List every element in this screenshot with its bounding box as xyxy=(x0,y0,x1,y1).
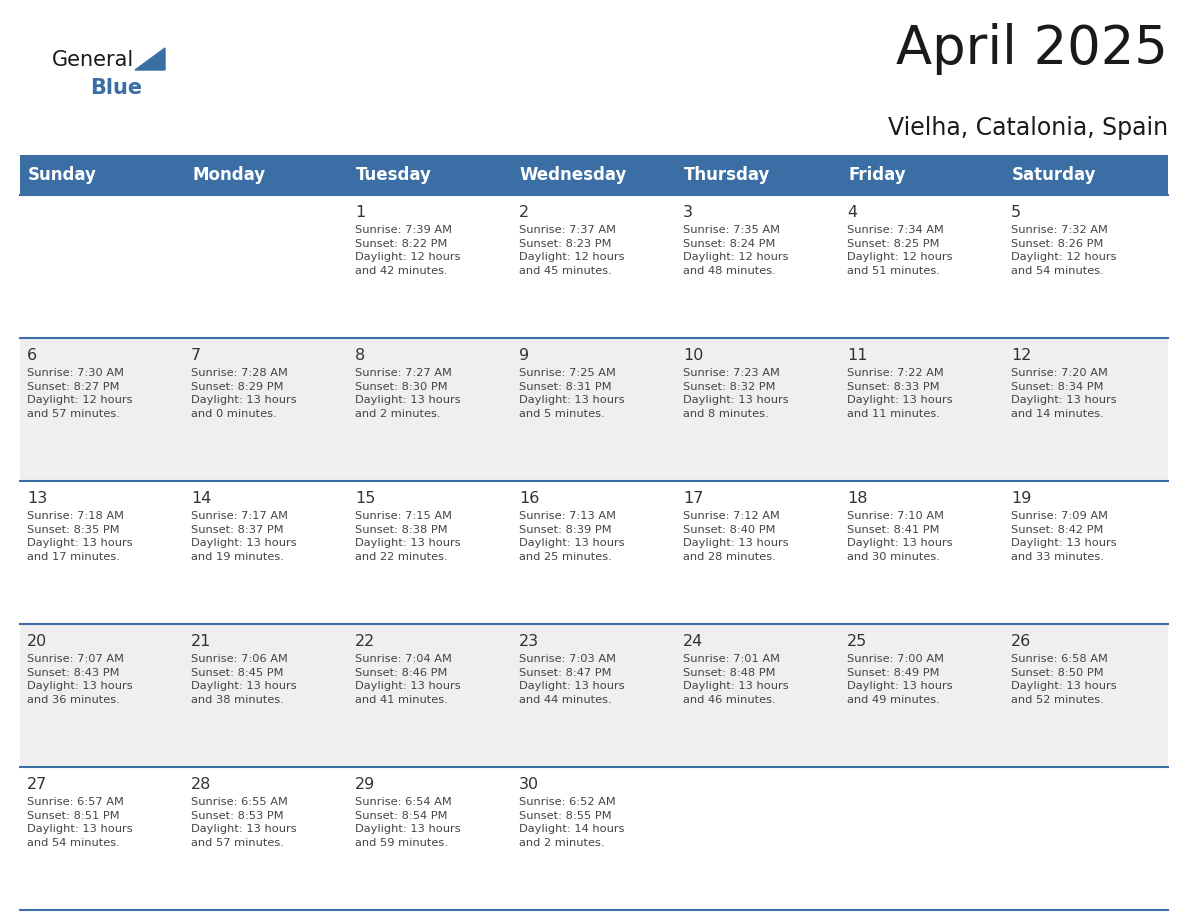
Bar xyxy=(20,767,1168,910)
Text: 6: 6 xyxy=(27,348,37,363)
Text: 7: 7 xyxy=(191,348,201,363)
Text: Sunrise: 7:39 AM
Sunset: 8:22 PM
Daylight: 12 hours
and 42 minutes.: Sunrise: 7:39 AM Sunset: 8:22 PM Dayligh… xyxy=(355,225,461,275)
Text: 22: 22 xyxy=(355,634,375,649)
Text: 30: 30 xyxy=(519,777,539,792)
Text: Sunrise: 7:00 AM
Sunset: 8:49 PM
Daylight: 13 hours
and 49 minutes.: Sunrise: 7:00 AM Sunset: 8:49 PM Dayligh… xyxy=(847,654,953,705)
Text: Sunrise: 6:58 AM
Sunset: 8:50 PM
Daylight: 13 hours
and 52 minutes.: Sunrise: 6:58 AM Sunset: 8:50 PM Dayligh… xyxy=(1011,654,1117,705)
Text: 1: 1 xyxy=(355,205,365,220)
Text: Sunrise: 7:20 AM
Sunset: 8:34 PM
Daylight: 13 hours
and 14 minutes.: Sunrise: 7:20 AM Sunset: 8:34 PM Dayligh… xyxy=(1011,368,1117,419)
Text: Sunrise: 6:55 AM
Sunset: 8:53 PM
Daylight: 13 hours
and 57 minutes.: Sunrise: 6:55 AM Sunset: 8:53 PM Dayligh… xyxy=(191,797,297,848)
Text: Sunrise: 7:09 AM
Sunset: 8:42 PM
Daylight: 13 hours
and 33 minutes.: Sunrise: 7:09 AM Sunset: 8:42 PM Dayligh… xyxy=(1011,511,1117,562)
Bar xyxy=(20,155,1168,195)
Text: Sunrise: 6:54 AM
Sunset: 8:54 PM
Daylight: 13 hours
and 59 minutes.: Sunrise: 6:54 AM Sunset: 8:54 PM Dayligh… xyxy=(355,797,461,848)
Text: 8: 8 xyxy=(355,348,365,363)
Text: Sunday: Sunday xyxy=(29,166,97,184)
Text: 29: 29 xyxy=(355,777,375,792)
Text: Sunrise: 7:22 AM
Sunset: 8:33 PM
Daylight: 13 hours
and 11 minutes.: Sunrise: 7:22 AM Sunset: 8:33 PM Dayligh… xyxy=(847,368,953,419)
Text: Sunrise: 7:25 AM
Sunset: 8:31 PM
Daylight: 13 hours
and 5 minutes.: Sunrise: 7:25 AM Sunset: 8:31 PM Dayligh… xyxy=(519,368,625,419)
Text: Blue: Blue xyxy=(90,78,143,98)
Bar xyxy=(20,481,1168,624)
Text: Saturday: Saturday xyxy=(1012,166,1097,184)
Text: 9: 9 xyxy=(519,348,529,363)
Text: Sunrise: 7:34 AM
Sunset: 8:25 PM
Daylight: 12 hours
and 51 minutes.: Sunrise: 7:34 AM Sunset: 8:25 PM Dayligh… xyxy=(847,225,953,275)
Text: 25: 25 xyxy=(847,634,867,649)
Text: Sunrise: 7:27 AM
Sunset: 8:30 PM
Daylight: 13 hours
and 2 minutes.: Sunrise: 7:27 AM Sunset: 8:30 PM Dayligh… xyxy=(355,368,461,419)
Text: Sunrise: 7:03 AM
Sunset: 8:47 PM
Daylight: 13 hours
and 44 minutes.: Sunrise: 7:03 AM Sunset: 8:47 PM Dayligh… xyxy=(519,654,625,705)
Text: 13: 13 xyxy=(27,491,48,506)
Text: Friday: Friday xyxy=(848,166,905,184)
Text: Sunrise: 7:32 AM
Sunset: 8:26 PM
Daylight: 12 hours
and 54 minutes.: Sunrise: 7:32 AM Sunset: 8:26 PM Dayligh… xyxy=(1011,225,1117,275)
Text: 16: 16 xyxy=(519,491,539,506)
Text: 19: 19 xyxy=(1011,491,1031,506)
Text: 10: 10 xyxy=(683,348,703,363)
Text: 28: 28 xyxy=(191,777,211,792)
Text: 14: 14 xyxy=(191,491,211,506)
Text: 17: 17 xyxy=(683,491,703,506)
Text: Sunrise: 7:35 AM
Sunset: 8:24 PM
Daylight: 12 hours
and 48 minutes.: Sunrise: 7:35 AM Sunset: 8:24 PM Dayligh… xyxy=(683,225,789,275)
Text: Sunrise: 7:17 AM
Sunset: 8:37 PM
Daylight: 13 hours
and 19 minutes.: Sunrise: 7:17 AM Sunset: 8:37 PM Dayligh… xyxy=(191,511,297,562)
Text: Sunrise: 7:06 AM
Sunset: 8:45 PM
Daylight: 13 hours
and 38 minutes.: Sunrise: 7:06 AM Sunset: 8:45 PM Dayligh… xyxy=(191,654,297,705)
Text: 20: 20 xyxy=(27,634,48,649)
Text: Sunrise: 7:18 AM
Sunset: 8:35 PM
Daylight: 13 hours
and 17 minutes.: Sunrise: 7:18 AM Sunset: 8:35 PM Dayligh… xyxy=(27,511,133,562)
Text: Wednesday: Wednesday xyxy=(520,166,627,184)
Text: Sunrise: 7:10 AM
Sunset: 8:41 PM
Daylight: 13 hours
and 30 minutes.: Sunrise: 7:10 AM Sunset: 8:41 PM Dayligh… xyxy=(847,511,953,562)
Text: 24: 24 xyxy=(683,634,703,649)
Text: 12: 12 xyxy=(1011,348,1031,363)
Text: April 2025: April 2025 xyxy=(896,23,1168,75)
Text: Sunrise: 7:07 AM
Sunset: 8:43 PM
Daylight: 13 hours
and 36 minutes.: Sunrise: 7:07 AM Sunset: 8:43 PM Dayligh… xyxy=(27,654,133,705)
Bar xyxy=(20,624,1168,767)
Text: 26: 26 xyxy=(1011,634,1031,649)
Text: 23: 23 xyxy=(519,634,539,649)
Text: 11: 11 xyxy=(847,348,867,363)
Text: Sunrise: 6:57 AM
Sunset: 8:51 PM
Daylight: 13 hours
and 54 minutes.: Sunrise: 6:57 AM Sunset: 8:51 PM Dayligh… xyxy=(27,797,133,848)
Text: Tuesday: Tuesday xyxy=(356,166,432,184)
Text: 5: 5 xyxy=(1011,205,1022,220)
Text: Sunrise: 7:28 AM
Sunset: 8:29 PM
Daylight: 13 hours
and 0 minutes.: Sunrise: 7:28 AM Sunset: 8:29 PM Dayligh… xyxy=(191,368,297,419)
Text: 4: 4 xyxy=(847,205,857,220)
Text: Sunrise: 7:15 AM
Sunset: 8:38 PM
Daylight: 13 hours
and 22 minutes.: Sunrise: 7:15 AM Sunset: 8:38 PM Dayligh… xyxy=(355,511,461,562)
Text: Sunrise: 7:30 AM
Sunset: 8:27 PM
Daylight: 12 hours
and 57 minutes.: Sunrise: 7:30 AM Sunset: 8:27 PM Dayligh… xyxy=(27,368,133,419)
Text: Vielha, Catalonia, Spain: Vielha, Catalonia, Spain xyxy=(887,116,1168,140)
Bar xyxy=(20,338,1168,481)
Text: General: General xyxy=(52,50,134,70)
Text: 3: 3 xyxy=(683,205,693,220)
Bar xyxy=(20,195,1168,338)
Text: 21: 21 xyxy=(191,634,211,649)
Text: Thursday: Thursday xyxy=(684,166,770,184)
Polygon shape xyxy=(135,48,165,70)
Text: 15: 15 xyxy=(355,491,375,506)
Text: Sunrise: 7:01 AM
Sunset: 8:48 PM
Daylight: 13 hours
and 46 minutes.: Sunrise: 7:01 AM Sunset: 8:48 PM Dayligh… xyxy=(683,654,789,705)
Text: Sunrise: 7:37 AM
Sunset: 8:23 PM
Daylight: 12 hours
and 45 minutes.: Sunrise: 7:37 AM Sunset: 8:23 PM Dayligh… xyxy=(519,225,625,275)
Text: 27: 27 xyxy=(27,777,48,792)
Text: Sunrise: 7:04 AM
Sunset: 8:46 PM
Daylight: 13 hours
and 41 minutes.: Sunrise: 7:04 AM Sunset: 8:46 PM Dayligh… xyxy=(355,654,461,705)
Text: Sunrise: 7:13 AM
Sunset: 8:39 PM
Daylight: 13 hours
and 25 minutes.: Sunrise: 7:13 AM Sunset: 8:39 PM Dayligh… xyxy=(519,511,625,562)
Text: Monday: Monday xyxy=(192,166,265,184)
Text: 18: 18 xyxy=(847,491,867,506)
Text: Sunrise: 7:12 AM
Sunset: 8:40 PM
Daylight: 13 hours
and 28 minutes.: Sunrise: 7:12 AM Sunset: 8:40 PM Dayligh… xyxy=(683,511,789,562)
Text: Sunrise: 6:52 AM
Sunset: 8:55 PM
Daylight: 14 hours
and 2 minutes.: Sunrise: 6:52 AM Sunset: 8:55 PM Dayligh… xyxy=(519,797,625,848)
Text: 2: 2 xyxy=(519,205,529,220)
Text: Sunrise: 7:23 AM
Sunset: 8:32 PM
Daylight: 13 hours
and 8 minutes.: Sunrise: 7:23 AM Sunset: 8:32 PM Dayligh… xyxy=(683,368,789,419)
